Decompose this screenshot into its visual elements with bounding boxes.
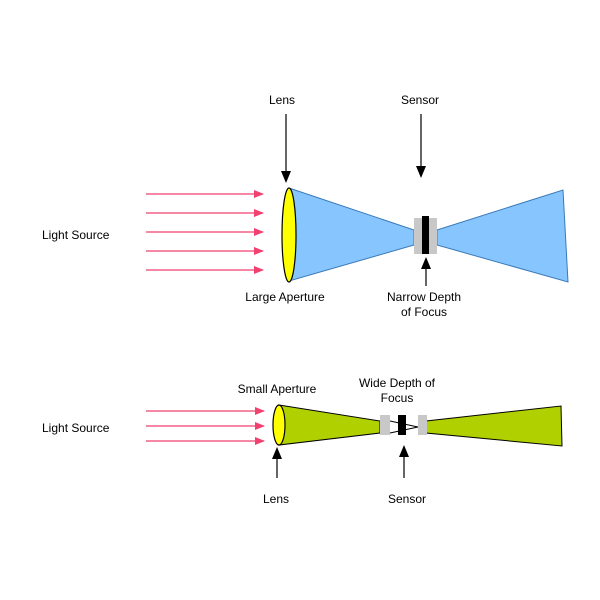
bottom-lens-small <box>272 404 286 446</box>
bottom-diverging-cone <box>425 405 563 447</box>
bottom-lens-label: Lens <box>263 492 289 506</box>
top-converging-cone <box>288 187 415 282</box>
bottom-light-rays <box>146 407 265 445</box>
bottom-sensor-label: Sensor <box>388 492 426 506</box>
bottom-depth-of-focus-zone-right <box>418 415 427 435</box>
top-sensor <box>422 216 429 254</box>
top-light-source-label: Light Source <box>42 228 110 242</box>
top-lens-large <box>281 187 297 283</box>
top-aperture-label: Large Aperture <box>245 290 325 304</box>
bottom-light-source-label: Light Source <box>42 421 110 435</box>
bottom-diagram: Light Source Small Aperture Wide Depth o… <box>42 376 563 506</box>
bottom-sensor <box>398 415 406 435</box>
bottom-converging-cone <box>278 404 381 446</box>
top-depth-label-line1: Narrow Depth <box>387 290 461 304</box>
bottom-depth-label-line2: Focus <box>381 391 414 405</box>
top-light-rays <box>146 190 264 274</box>
top-lens-label: Lens <box>269 93 295 107</box>
top-diagram: Light Source Lens Sensor Large Aperture … <box>42 93 569 319</box>
bottom-aperture-label: Small Aperture <box>238 382 317 396</box>
top-depth-label-line2: of Focus <box>401 305 447 319</box>
bottom-depth-label-line1: Wide Depth of <box>359 376 436 390</box>
top-diverging-cone <box>436 189 569 283</box>
bottom-depth-of-focus-zone-left <box>380 415 390 435</box>
top-sensor-label: Sensor <box>401 93 439 107</box>
